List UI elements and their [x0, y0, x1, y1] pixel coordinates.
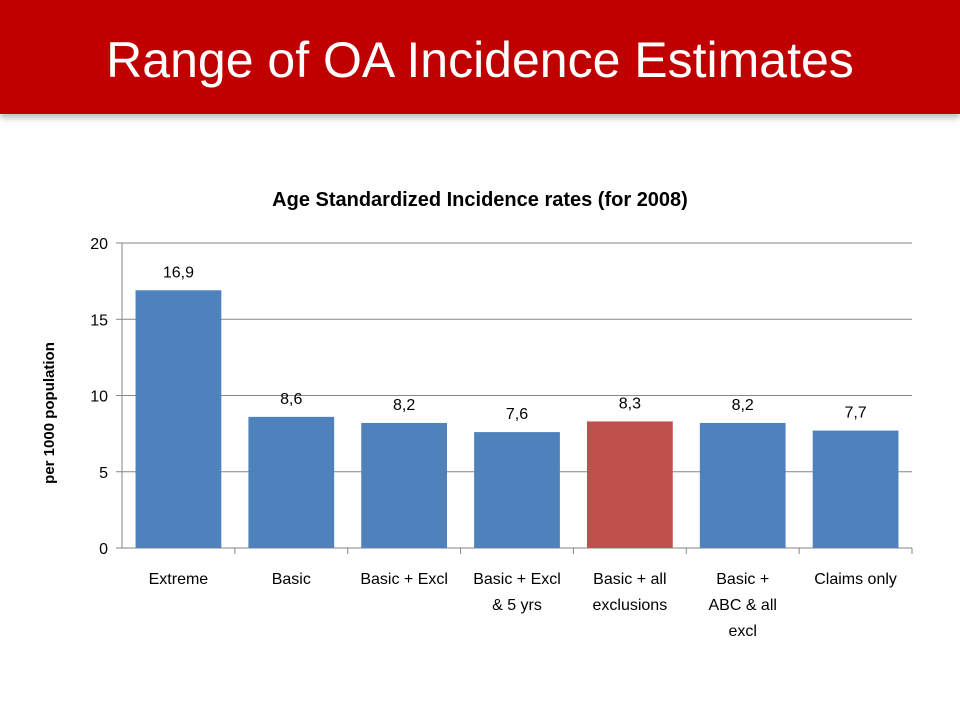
data-label: 8,6 — [280, 391, 302, 408]
y-tick-label: 5 — [99, 465, 108, 482]
x-tick-label: Basic — [272, 571, 311, 588]
x-tick-label: Basic + — [716, 571, 769, 588]
data-label: 16,9 — [163, 264, 194, 281]
bar — [586, 421, 673, 548]
data-label: 8,2 — [393, 397, 415, 414]
x-tick-label: Extreme — [149, 571, 209, 588]
y-tick-label: 15 — [90, 312, 108, 329]
x-tick-label: exclusions — [593, 597, 668, 614]
x-tick-label: ABC & all — [708, 597, 776, 614]
bar — [812, 430, 899, 548]
x-tick-label: excl — [728, 623, 756, 640]
bar-chart: Age Standardized Incidence rates (for 20… — [41, 189, 913, 640]
x-tick-label: Basic + Excl — [473, 571, 561, 588]
slide-title: Range of OA Incidence Estimates — [106, 32, 854, 88]
data-label: 7,7 — [844, 405, 866, 422]
chart-title: Age Standardized Incidence rates (for 20… — [272, 189, 688, 211]
chart-area: Age Standardized Incidence rates (for 20… — [0, 150, 960, 710]
bar — [248, 416, 335, 548]
y-axis-label: per 1000 population — [41, 342, 58, 484]
x-tick-label: Claims only — [814, 571, 897, 588]
x-tick-label: Basic + all — [593, 571, 666, 588]
title-banner: Range of OA Incidence Estimates — [0, 0, 960, 114]
data-label: 8,2 — [732, 397, 754, 414]
data-label: 8,3 — [619, 395, 641, 412]
data-label: 7,6 — [506, 406, 528, 423]
bar — [699, 422, 786, 548]
plot-area: 0 5 10 15 20 16,9 Extreme 8,6 Basic 8,2 Basic + Ex… — [90, 236, 913, 640]
bar — [474, 432, 560, 548]
x-tick-label: & 5 yrs — [492, 597, 542, 614]
y-tick-label: 0 — [99, 541, 108, 558]
y-tick-label: 10 — [90, 389, 108, 406]
x-tick-label: Basic + Excl — [360, 571, 448, 588]
y-tick-label: 20 — [90, 236, 108, 253]
bar — [135, 290, 222, 548]
bar — [361, 422, 448, 548]
